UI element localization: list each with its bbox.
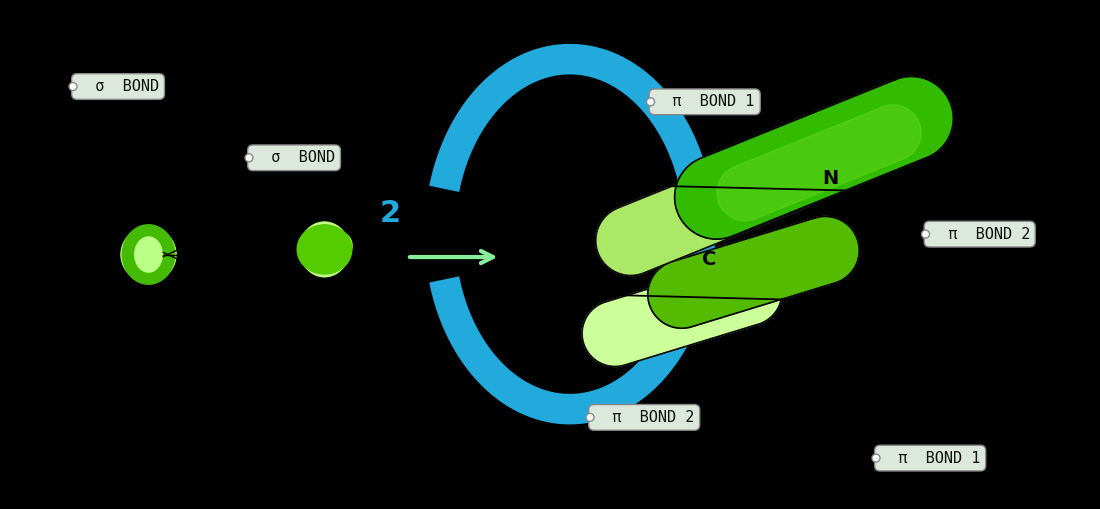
Text: π  BOND 1: π BOND 1 (654, 94, 755, 109)
Polygon shape (121, 228, 176, 281)
Text: π  BOND 2: π BOND 2 (930, 227, 1030, 242)
Circle shape (872, 454, 880, 462)
Polygon shape (596, 142, 823, 275)
Text: N: N (823, 168, 838, 188)
Polygon shape (121, 227, 176, 282)
Polygon shape (135, 237, 163, 272)
Text: π  BOND 1: π BOND 1 (880, 450, 980, 466)
Text: π  BOND 2: π BOND 2 (594, 410, 694, 425)
Polygon shape (121, 227, 176, 282)
Polygon shape (717, 105, 921, 221)
Polygon shape (300, 222, 349, 277)
Circle shape (922, 230, 930, 238)
Circle shape (647, 98, 654, 106)
Polygon shape (299, 223, 350, 276)
Polygon shape (582, 260, 782, 366)
Text: σ  BOND: σ BOND (253, 150, 336, 165)
Polygon shape (300, 222, 349, 277)
Text: 2: 2 (379, 200, 401, 228)
Circle shape (586, 413, 594, 421)
Text: σ  BOND: σ BOND (77, 79, 160, 94)
Circle shape (245, 154, 253, 162)
Polygon shape (297, 225, 352, 274)
Text: C: C (702, 250, 717, 269)
Circle shape (69, 82, 77, 91)
Polygon shape (324, 232, 352, 259)
Polygon shape (648, 216, 859, 328)
Polygon shape (674, 76, 954, 239)
Polygon shape (122, 225, 175, 284)
